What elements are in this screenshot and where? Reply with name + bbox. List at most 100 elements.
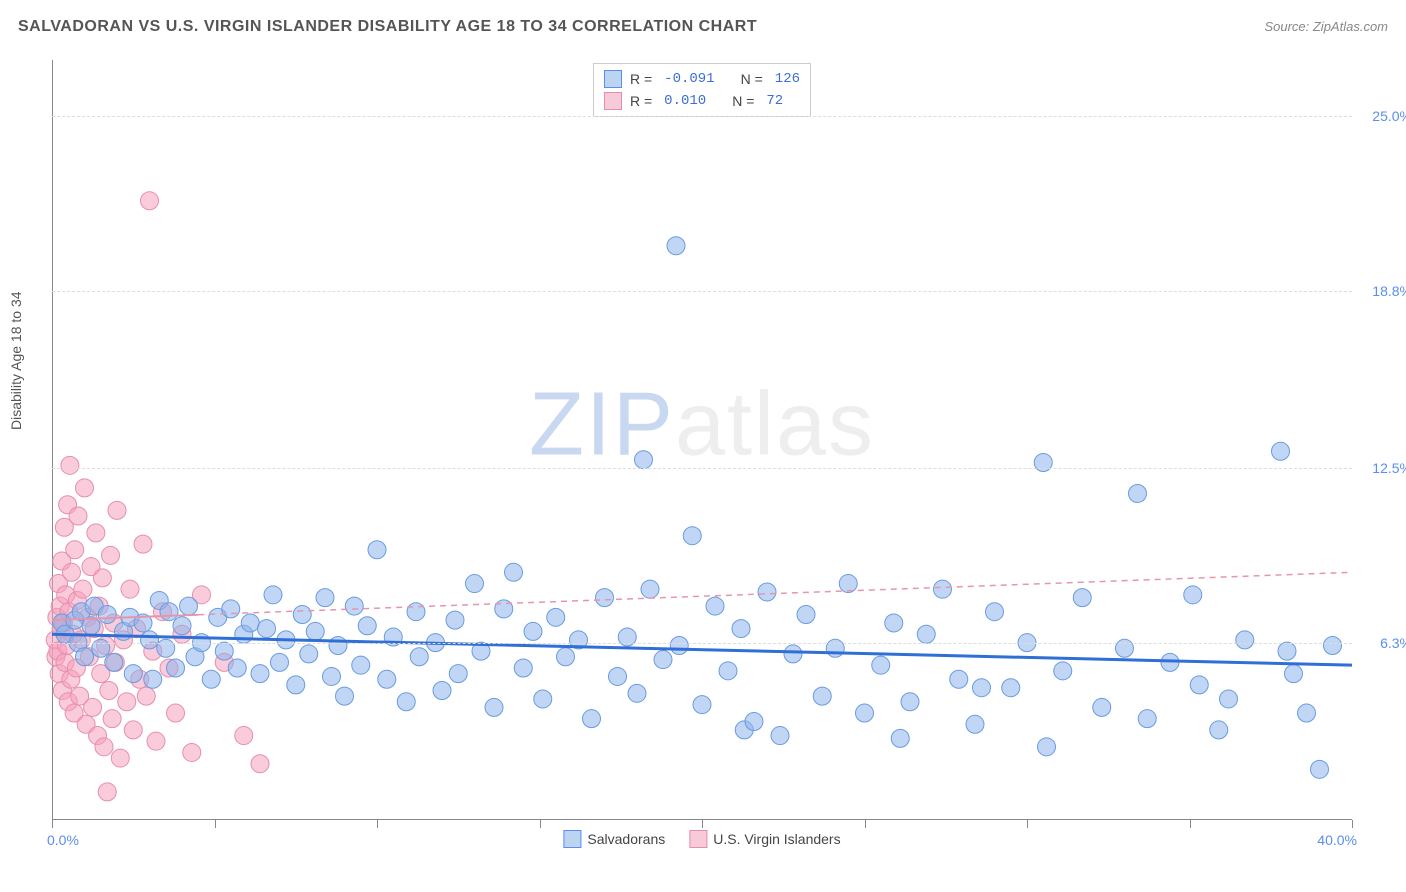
data-point: [397, 693, 415, 711]
data-point: [505, 563, 523, 581]
data-point: [323, 667, 341, 685]
data-point: [76, 479, 94, 497]
data-point: [235, 727, 253, 745]
data-point: [258, 620, 276, 638]
data-point: [706, 597, 724, 615]
x-tick: [1352, 820, 1353, 828]
x-tick: [215, 820, 216, 828]
data-point: [95, 738, 113, 756]
data-point: [745, 712, 763, 730]
data-point: [732, 620, 750, 638]
x-tick: [702, 820, 703, 828]
legend-row-pink: R = 0.010 N = 72: [604, 90, 800, 112]
data-point: [641, 580, 659, 598]
x-tick: [1190, 820, 1191, 828]
data-point: [1220, 690, 1238, 708]
data-point: [264, 586, 282, 604]
data-point: [1324, 636, 1342, 654]
x-tick: [52, 820, 53, 828]
r-value-blue: -0.091: [664, 68, 714, 90]
data-point: [410, 648, 428, 666]
data-point: [134, 535, 152, 553]
data-point: [885, 614, 903, 632]
data-point: [1073, 589, 1091, 607]
data-point: [336, 687, 354, 705]
gridline: [52, 643, 1352, 644]
data-point: [839, 575, 857, 593]
data-point: [368, 541, 386, 559]
data-point: [466, 575, 484, 593]
data-point: [1054, 662, 1072, 680]
data-point: [180, 597, 198, 615]
x-tick: [377, 820, 378, 828]
data-point: [61, 456, 79, 474]
data-point: [251, 755, 269, 773]
legend-item-pink: U.S. Virgin Islanders: [689, 830, 840, 848]
data-point: [108, 501, 126, 519]
data-point: [118, 693, 136, 711]
x-tick: [540, 820, 541, 828]
data-point: [1236, 631, 1254, 649]
data-point: [683, 527, 701, 545]
source-attribution: Source: ZipAtlas.com: [1264, 19, 1388, 34]
swatch-pink-icon: [689, 830, 707, 848]
data-point: [1278, 642, 1296, 660]
data-point: [228, 659, 246, 677]
data-point: [514, 659, 532, 677]
data-point: [1002, 679, 1020, 697]
data-point: [670, 636, 688, 654]
gridline: [52, 291, 1352, 292]
x-tick: [865, 820, 866, 828]
data-point: [449, 665, 467, 683]
data-point: [758, 583, 776, 601]
title-bar: SALVADORAN VS U.S. VIRGIN ISLANDER DISAB…: [18, 18, 1388, 36]
data-point: [1129, 484, 1147, 502]
trend-line-blue: [52, 634, 1352, 665]
data-point: [202, 670, 220, 688]
series-label-blue: Salvadorans: [587, 831, 665, 847]
data-point: [358, 617, 376, 635]
n-value-blue: 126: [775, 68, 800, 90]
data-point: [950, 670, 968, 688]
n-label: N =: [732, 90, 754, 112]
data-point: [1138, 710, 1156, 728]
data-point: [1272, 442, 1290, 460]
data-point: [524, 622, 542, 640]
data-point: [98, 783, 116, 801]
data-point: [433, 682, 451, 700]
x-min-label: 0.0%: [47, 832, 79, 848]
plot-area: ZIPatlas R = -0.091 N = 126 R = 0.010 N …: [52, 60, 1352, 820]
data-point: [167, 704, 185, 722]
data-point: [973, 679, 991, 697]
data-point: [287, 676, 305, 694]
y-tick-label: 18.8%: [1357, 283, 1406, 299]
series-label-pink: U.S. Virgin Islanders: [713, 831, 840, 847]
data-point: [609, 667, 627, 685]
data-point: [74, 580, 92, 598]
data-point: [121, 580, 139, 598]
x-tick: [1027, 820, 1028, 828]
data-point: [241, 614, 259, 632]
gridline: [52, 468, 1352, 469]
chart-title: SALVADORAN VS U.S. VIRGIN ISLANDER DISAB…: [18, 18, 757, 36]
data-point: [160, 603, 178, 621]
data-point: [183, 743, 201, 761]
data-point: [222, 600, 240, 618]
data-point: [891, 729, 909, 747]
y-tick-label: 25.0%: [1357, 108, 1406, 124]
data-point: [76, 648, 94, 666]
data-point: [813, 687, 831, 705]
chart-container: SALVADORAN VS U.S. VIRGIN ISLANDER DISAB…: [0, 0, 1406, 892]
gridline: [52, 116, 1352, 117]
data-point: [215, 642, 233, 660]
data-point: [485, 698, 503, 716]
data-point: [1184, 586, 1202, 604]
data-point: [784, 645, 802, 663]
legend-row-blue: R = -0.091 N = 126: [604, 68, 800, 90]
data-point: [856, 704, 874, 722]
data-point: [316, 589, 334, 607]
data-point: [102, 546, 120, 564]
x-max-label: 40.0%: [1317, 832, 1357, 848]
data-point: [1298, 704, 1316, 722]
data-point: [771, 727, 789, 745]
